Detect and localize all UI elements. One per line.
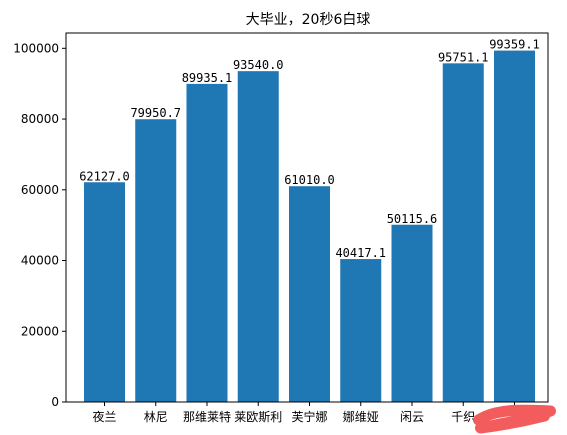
x-tick-label: 林尼 <box>144 410 168 424</box>
bar <box>289 186 330 402</box>
axes-frame <box>65 32 549 403</box>
y-tick-label: 20000 <box>21 324 59 338</box>
bar-value-label: 40417.1 <box>335 246 386 260</box>
bar-value-label: 61010.0 <box>284 173 335 187</box>
bar <box>442 63 484 403</box>
bar <box>84 182 125 402</box>
bar-value-label: 99359.1 <box>489 38 540 52</box>
redaction-layer <box>473 404 556 434</box>
x-tick-label: 那维莱特 <box>183 409 231 424</box>
bar-value-label: 50115.6 <box>387 212 438 226</box>
bar-value-label: 79950.7 <box>130 106 181 120</box>
y-tick-label: 100000 <box>13 41 59 55</box>
chart-title: 大毕业，20秒6白球 <box>246 12 371 28</box>
x-tick-label: 夜兰 <box>92 409 116 424</box>
y-tick-label: 0 <box>51 395 59 409</box>
bar-value-label: 95751.1 <box>438 50 489 64</box>
y-tick-label: 80000 <box>21 112 59 126</box>
bar <box>135 119 177 402</box>
axes-layer: 0 20000 40000 60000 80000 100000 夜兰 林尼 那维莱特 莱欧斯利芙… <box>13 32 549 424</box>
x-tick-label: 芙宁娜 <box>291 409 327 424</box>
bars-layer <box>84 50 535 403</box>
bar <box>186 83 228 402</box>
bar-value-label: 93540.0 <box>233 58 284 72</box>
redaction-scribble <box>473 404 556 434</box>
bar <box>494 50 535 402</box>
y-tick-label: 40000 <box>21 254 59 268</box>
x-tick-label: 娜维娅 <box>343 410 379 424</box>
bar <box>340 259 382 402</box>
x-tick-label: 千织 <box>451 410 475 424</box>
bar-value-label: 89935.1 <box>182 71 233 85</box>
bar <box>237 71 279 402</box>
x-tick-label: 莱欧斯利 <box>234 410 282 424</box>
bar-value-label: 62127.0 <box>79 169 130 183</box>
y-tick-label: 60000 <box>21 183 59 197</box>
bar <box>391 224 433 402</box>
x-tick-label: 闲云 <box>400 410 424 424</box>
